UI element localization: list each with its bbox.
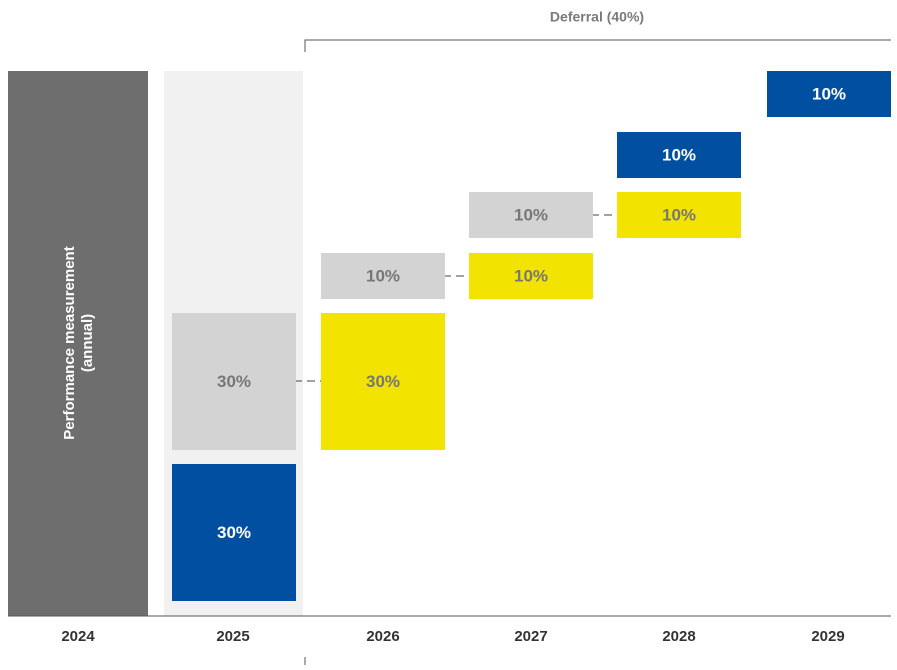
- block: [321, 313, 445, 450]
- year-label: 2026: [366, 628, 399, 645]
- performance-label: Performance measurement: [61, 246, 78, 439]
- block-label: 10%: [662, 145, 696, 164]
- block: [172, 313, 296, 450]
- connectors: [294, 214, 619, 382]
- block-label: 30%: [217, 372, 251, 391]
- deferral-bracket: [304, 39, 891, 52]
- year-label: 2027: [514, 628, 547, 645]
- block: [617, 192, 741, 238]
- block-label: 10%: [514, 266, 548, 285]
- block: [469, 192, 593, 238]
- block: [617, 132, 741, 178]
- year-label: 2025: [216, 628, 249, 645]
- block-label: 10%: [514, 205, 548, 224]
- performance-label: (annual): [79, 314, 96, 372]
- block-label: 30%: [217, 523, 251, 542]
- block-label: 10%: [366, 266, 400, 285]
- year-label: 2029: [811, 628, 844, 645]
- block: [767, 71, 891, 117]
- block-label: 10%: [662, 205, 696, 224]
- block: [469, 253, 593, 299]
- deferral-label: Deferral (40%): [550, 9, 644, 25]
- year-label: 2028: [662, 628, 695, 645]
- performance-bar: [8, 71, 148, 616]
- block: [172, 464, 296, 601]
- block-label: 30%: [366, 372, 400, 391]
- block-label: 10%: [812, 84, 846, 103]
- year-label: 2024: [61, 628, 95, 645]
- block: [321, 253, 445, 299]
